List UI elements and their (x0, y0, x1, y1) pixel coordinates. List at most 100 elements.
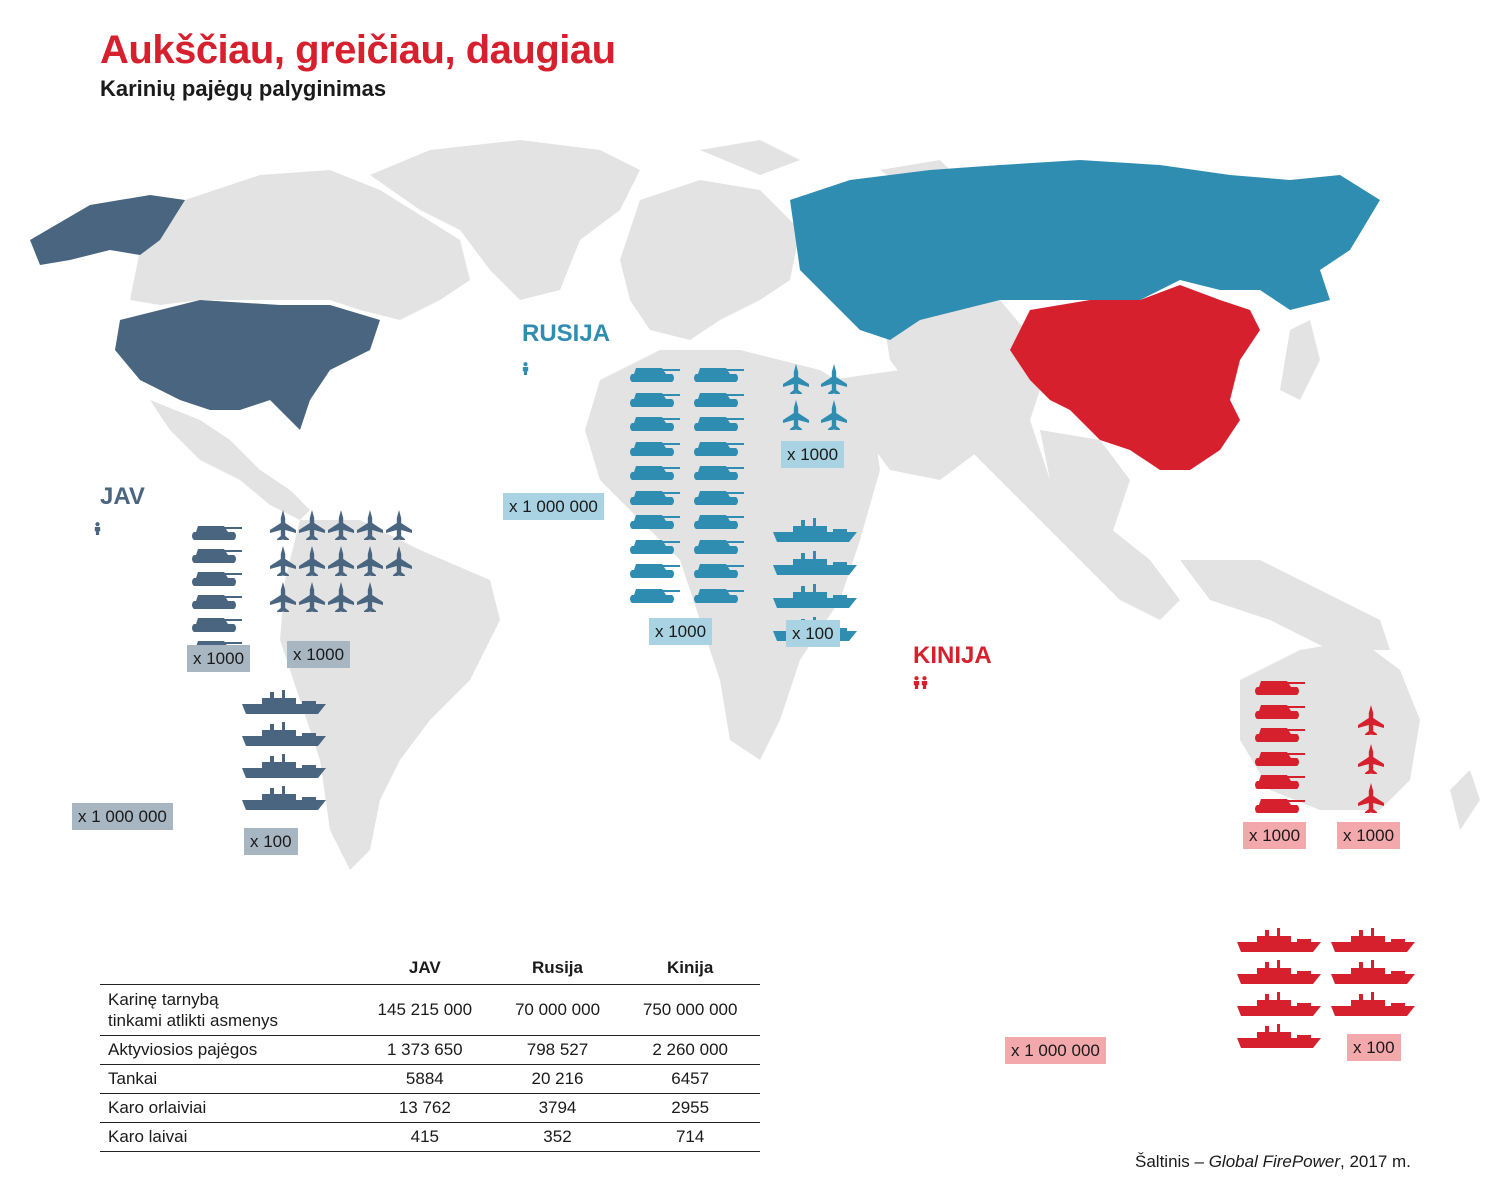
ru-label: RUSIJA (522, 320, 611, 347)
tank-icon (1255, 704, 1305, 719)
table-cell: 2 260 000 (620, 1035, 760, 1065)
person-icon (922, 676, 928, 689)
fighter-jet-icon (328, 546, 354, 576)
tank-icon (630, 564, 680, 578)
warship-icon (1237, 960, 1321, 984)
table-row: Karo orlaiviai 13 762 3794 2955 (100, 1093, 760, 1123)
fighter-jet-icon (299, 546, 325, 576)
fighter-jet-icon (386, 546, 412, 576)
tank-icon (694, 466, 744, 480)
fighter-jet-icon (328, 510, 354, 540)
source-prefix: Šaltinis – (1135, 1152, 1209, 1171)
cn-label: KINIJA (913, 642, 992, 669)
canada (130, 170, 470, 320)
stats-table: JAV Rusija Kinija Karinę tarnybą tinkami… (100, 952, 760, 1152)
fighter-jet-icon (1358, 705, 1384, 735)
table-row: Tankai 5884 20 216 6457 (100, 1064, 760, 1094)
us-plane-icons (270, 510, 412, 612)
cn-planes-multiplier: x 1000 (1337, 822, 1401, 849)
tank-icon (630, 515, 680, 529)
us-tank-icons (190, 520, 242, 655)
fighter-jet-icon (299, 582, 325, 612)
table-row: Karo laivai 415 352 714 (100, 1122, 760, 1152)
ru-people-multiplier: x 1 000 000 (503, 493, 604, 520)
warship-icon (242, 786, 326, 810)
southeast-asia (1180, 560, 1390, 650)
tank-icon (192, 572, 242, 586)
cn-plane-icons (1358, 705, 1384, 813)
table-header-cell: JAV (408, 958, 441, 977)
fighter-jet-icon (1358, 783, 1384, 813)
tank-icon (192, 549, 242, 563)
tank-icon (1255, 798, 1305, 813)
warship-icon (1237, 928, 1321, 952)
fighter-jet-icon (270, 582, 296, 612)
warship-icon (1331, 992, 1415, 1016)
us-ship-icons (242, 690, 326, 810)
table-header-row: JAV Rusija Kinija (100, 952, 760, 985)
table-cell: 714 (620, 1122, 760, 1152)
tank-icon (630, 368, 680, 382)
source-suffix: , 2017 m. (1340, 1152, 1411, 1171)
fighter-jet-icon (783, 364, 809, 394)
fighter-jet-icon (1358, 744, 1384, 774)
fighter-jet-icon (357, 546, 383, 576)
table-header-cell (100, 952, 355, 985)
row-label: Karo orlaiviai (100, 1093, 355, 1123)
tank-icon (630, 441, 680, 456)
fighter-jet-icon (821, 364, 847, 394)
tank-icon (192, 618, 242, 632)
table-cell: 70 000 000 (494, 984, 621, 1036)
us-label: JAV (100, 483, 145, 510)
tank-icon (694, 368, 744, 382)
row-label: Karinę tarnybą tinkami atlikti asmenys (100, 984, 355, 1036)
fighter-jet-icon (270, 510, 296, 540)
fighter-jet-icon (299, 510, 325, 540)
tank-icon (630, 417, 680, 431)
cn-tank-icons (1253, 675, 1305, 813)
tank-icon (192, 595, 242, 609)
warship-icon (242, 722, 326, 746)
us-ships-multiplier: x 100 (244, 828, 298, 855)
russia (790, 160, 1380, 340)
fighter-jet-icon (386, 510, 412, 540)
table-cell: 145 215 000 (355, 984, 495, 1036)
table-cell: 20 216 (494, 1064, 621, 1094)
table-header-cell: Rusija (531, 958, 583, 977)
cn-ship-icons (1237, 928, 1415, 1048)
south-america (280, 520, 500, 870)
us-people-multiplier: x 1 000 000 (72, 803, 173, 830)
fighter-jet-icon (357, 510, 383, 540)
europe (620, 180, 800, 340)
person-icon (913, 676, 920, 689)
table-row: Karinę tarnybą tinkami atlikti asmenys 1… (100, 984, 760, 1036)
table-cell: 13 762 (355, 1093, 495, 1123)
tank-icon (694, 490, 744, 505)
us-tanks-multiplier: x 1000 (187, 645, 251, 672)
greenland (370, 140, 640, 300)
china (1010, 285, 1260, 470)
warship-icon (773, 518, 857, 542)
table-cell: 3794 (494, 1093, 621, 1123)
central-america (150, 400, 310, 520)
tank-icon (1255, 751, 1305, 766)
tank-icon (1255, 681, 1305, 695)
warship-icon (1237, 1024, 1321, 1048)
tank-icon (1255, 775, 1305, 789)
tank-icon (694, 515, 744, 529)
india (1040, 430, 1130, 560)
table-cell: 798 527 (494, 1035, 621, 1065)
tank-icon (694, 392, 744, 407)
ru-ships-multiplier: x 100 (786, 620, 840, 647)
row-label: Karo laivai (100, 1122, 355, 1152)
new-zealand (1450, 770, 1480, 830)
source-note: Šaltinis – Global FirePower, 2017 m. (1135, 1152, 1411, 1172)
person-icon (94, 522, 101, 535)
tank-icon (694, 441, 744, 456)
ru-plane-icons (783, 364, 847, 430)
fighter-jet-icon (821, 400, 847, 430)
tank-icon (192, 526, 242, 540)
cn-people-block (913, 676, 986, 689)
tank-icon (630, 466, 680, 480)
